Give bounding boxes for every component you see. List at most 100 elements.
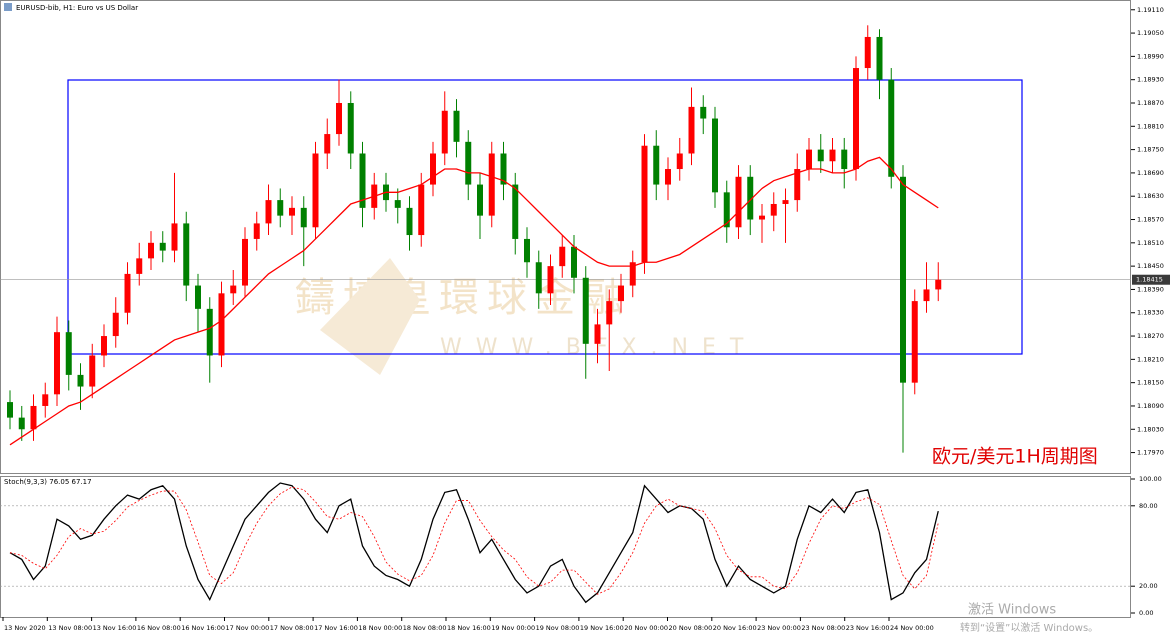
candle-body [289, 207, 295, 216]
x-tick-label: 23 Nov 08:00 [801, 624, 845, 632]
candle-body [782, 200, 789, 204]
annotation: 欧元/美元1H周期图 [932, 446, 1098, 468]
x-tick-label: 20 Nov 08:00 [669, 624, 713, 632]
x-tick-label: 19 Nov 00:00 [491, 624, 535, 632]
candle-body [54, 332, 60, 395]
y-tick-label: 80.00 [1139, 502, 1158, 510]
candle-body [735, 176, 742, 228]
candle-body [547, 266, 554, 294]
candle-body [183, 223, 190, 286]
candle-body [817, 149, 824, 162]
last-price-label: 1.18415 [1136, 276, 1163, 284]
candle-body [571, 246, 577, 278]
candle-body [688, 106, 695, 154]
series-line [9, 486, 939, 595]
candle-body [359, 153, 366, 208]
x-tick-label: 18 Nov 16:00 [447, 624, 491, 632]
y-tick-label: 1.18990 [1137, 52, 1164, 60]
candle-body [794, 169, 801, 201]
x-tick-label: 18 Nov 08:00 [403, 624, 447, 632]
candle-body [935, 279, 942, 290]
candle-body [864, 36, 871, 69]
candle-body [629, 262, 636, 286]
x-tick-label: 13 Nov 2020 [4, 624, 46, 632]
y-tick-label: 1.18690 [1137, 169, 1164, 177]
y-tick-label: 1.18930 [1137, 76, 1164, 84]
watermark-logo [320, 258, 420, 375]
y-tick-label: 1.18870 [1137, 99, 1164, 107]
x-tick-label: 23 Nov 00:00 [757, 624, 801, 632]
x-tick-label: 17 Nov 08:00 [270, 624, 314, 632]
candle-body [347, 102, 354, 154]
candle-body [300, 207, 307, 228]
x-tick-label: 13 Nov 16:00 [93, 624, 137, 632]
candle-body [829, 149, 836, 162]
candle-body [806, 149, 812, 170]
os-notice-body: 转到“设置”以激活 Windows。 [960, 621, 1098, 634]
candle-body [759, 215, 765, 220]
os-notice-title: 激活 Windows [968, 603, 1056, 618]
x-tick-label: 20 Nov 00:00 [624, 624, 668, 632]
x-tick-label: 16 Nov 16:00 [181, 624, 225, 632]
x-tick-label: 19 Nov 16:00 [580, 624, 624, 632]
series-line [9, 156, 939, 446]
x-tick-label: 23 Nov 16:00 [846, 624, 890, 632]
candle-body [265, 200, 272, 224]
candle-body [394, 200, 401, 208]
candle-body [101, 336, 107, 356]
candle-body [42, 394, 49, 406]
y-tick-label: 1.18210 [1137, 355, 1164, 363]
candle-body [606, 301, 613, 325]
candle-body [723, 192, 730, 228]
candle-body [888, 79, 895, 177]
y-tick-label: 1.19050 [1137, 29, 1164, 37]
watermark-en: WWW.BFX.NET [440, 335, 757, 360]
x-tick-label: 24 Nov 00:00 [890, 624, 934, 632]
y-tick-label: 100.00 [1139, 475, 1162, 483]
candle-body [148, 242, 154, 259]
x-tick-label: 17 Nov 16:00 [314, 624, 358, 632]
candle-body [453, 110, 460, 142]
candle-body [218, 293, 225, 356]
candle-body [406, 207, 413, 236]
x-tick-label: 18 Nov 00:00 [358, 624, 402, 632]
candle-body [618, 285, 624, 302]
candle-body [876, 36, 883, 80]
y-tick-label: 1.18510 [1137, 239, 1164, 247]
candle-body [136, 258, 143, 274]
candle-body [594, 324, 601, 344]
candle-body [900, 176, 906, 383]
candle-body [665, 169, 671, 185]
candle-body [676, 153, 683, 170]
y-tick-label: 1.17970 [1137, 449, 1164, 457]
candle-body [253, 223, 260, 239]
y-tick-label: 1.18270 [1137, 332, 1164, 340]
x-tick-label: 19 Nov 08:00 [536, 624, 580, 632]
y-tick-label: 0.00 [1139, 609, 1153, 617]
candle-body [312, 153, 319, 228]
candle-body [712, 118, 718, 193]
candle-body [77, 374, 84, 387]
stoch-title: Stoch(9,3,3) 76.05 67.17 [4, 478, 92, 486]
chart-title: EURUSD-bib, H1: Euro vs US Dollar [16, 4, 138, 12]
y-tick-label: 1.18030 [1137, 425, 1164, 433]
candle-body [853, 68, 859, 170]
main-panel [0, 0, 1131, 474]
candle-body [582, 277, 589, 344]
candle-body [171, 223, 178, 251]
x-tick-label: 13 Nov 08:00 [48, 624, 92, 632]
candle-body [559, 246, 566, 267]
candle-body [477, 184, 483, 216]
candle-body [418, 184, 425, 236]
candle-body [30, 405, 37, 430]
candle-body [124, 273, 131, 313]
candle-body [500, 153, 507, 185]
x-tick-label: 20 Nov 16:00 [713, 624, 757, 632]
y-tick-label: 1.18570 [1137, 216, 1164, 224]
candle-body [641, 145, 648, 263]
candle-body [441, 110, 448, 154]
x-tick-label: 16 Nov 08:00 [137, 624, 181, 632]
candle-body [89, 355, 96, 387]
candle-body [465, 141, 472, 185]
